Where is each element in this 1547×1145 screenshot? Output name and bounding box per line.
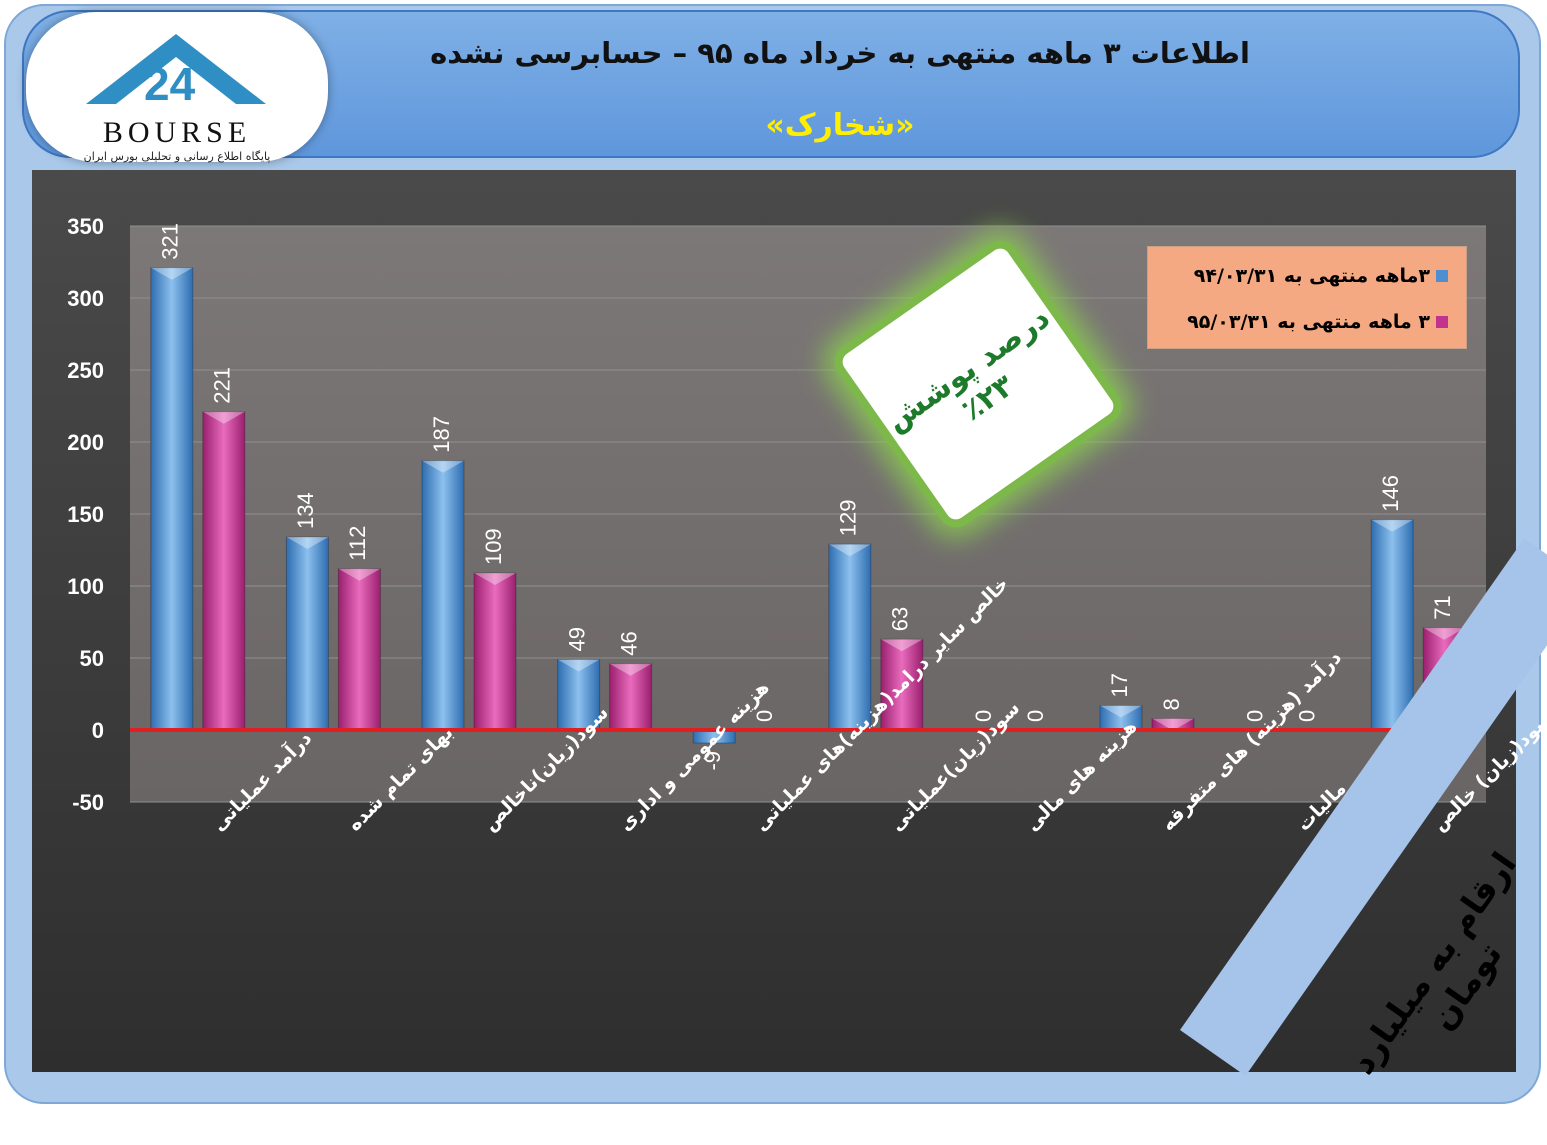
legend-item-series1: ۳ماهه منتهی به ۹۴/۰۳/۳۱ [1194,261,1448,291]
data-label: 63 [888,607,913,631]
bar-cap [150,267,193,280]
bar-cap [338,568,381,581]
bar-series2 [473,572,517,731]
data-label: 17 [1107,673,1132,697]
bar-cap [828,544,871,557]
data-label: 0 [1023,710,1048,722]
bar-cap [286,537,329,550]
bar-cap [880,639,923,652]
data-label: 134 [293,492,318,529]
bar-cap [202,411,245,424]
bar-cap [422,460,464,473]
y-tick-label: 350 [67,214,104,239]
data-label: 49 [564,627,589,651]
bar-series1 [1370,519,1414,731]
data-label: 129 [836,500,861,537]
bar-series1 [1099,705,1143,731]
bar-series2 [337,568,381,731]
legend-label: ۳ ماهه منتهی به ۹۵/۰۳/۳۱ [1187,311,1430,333]
data-label: -9 [700,751,725,771]
bar-series1 [285,536,329,731]
chart-legend: ۳ماهه منتهی به ۹۴/۰۳/۳۱ ۳ ماهه منتهی به … [1147,246,1467,349]
y-tick-label: 150 [67,502,104,527]
bar-cap [1152,718,1194,731]
bar-cap [609,663,652,676]
bar-chart: 350 300 250 200 150 100 50 0 -50 321 134 187 49 -9 129… [67,214,1486,836]
logo-mountain-icon: 24 [86,34,266,110]
y-tick-label: 200 [67,430,104,455]
y-tick-label: 300 [67,286,104,311]
data-label: 0 [971,710,996,722]
legend-swatch-blue [1436,270,1448,282]
data-label: 146 [1378,475,1403,512]
legend-item-series2: ۳ ماهه منتهی به ۹۵/۰۳/۳۱ [1187,307,1448,337]
bar-cap [557,659,600,672]
bar-cap [1423,627,1466,640]
data-label: 0 [752,710,777,722]
data-label: 8 [1159,698,1184,710]
bar-series1 [421,460,465,731]
y-tick-label: 100 [67,574,104,599]
logo-word: BOURSE [102,116,252,149]
legend-swatch-magenta [1436,316,1448,328]
data-label: 0 [1242,710,1267,722]
bourse-logo: 24 BOURSE پایگاه اطلاع رسانی و تحلیلی بو… [26,12,328,163]
legend-label: ۳ماهه منتهی به ۹۴/۰۳/۳۱ [1193,265,1430,287]
bar-cap [1100,705,1142,718]
bar-series1 [557,658,601,731]
data-label: 321 [158,223,183,260]
company-name: «شخارک» [765,108,915,143]
bar-cap [474,573,516,586]
svg-text:24: 24 [144,58,196,110]
data-label: 112 [345,526,370,561]
bar-cap [1371,519,1414,532]
y-tick-label: -50 [72,790,104,815]
data-label: 46 [616,631,641,655]
y-tick-label: 0 [92,718,104,743]
data-label: 109 [481,528,506,565]
data-label: 0 [1294,710,1319,722]
data-label: 187 [429,416,454,453]
y-tick-label: 250 [67,358,104,383]
logo-subtitle: پایگاه اطلاع رسانی و تحلیلی بورس ایران [83,150,271,163]
bar-series2 [202,411,246,731]
data-label: 221 [210,367,235,404]
bar-series1 [828,543,872,731]
page-title: اطلاعات ۳ ماهه منتهی به خرداد ماه ۹۵ – ح… [430,36,1250,70]
bar-series1 [150,267,194,731]
data-label: 71 [1430,595,1455,619]
y-tick-label: 50 [80,646,104,671]
